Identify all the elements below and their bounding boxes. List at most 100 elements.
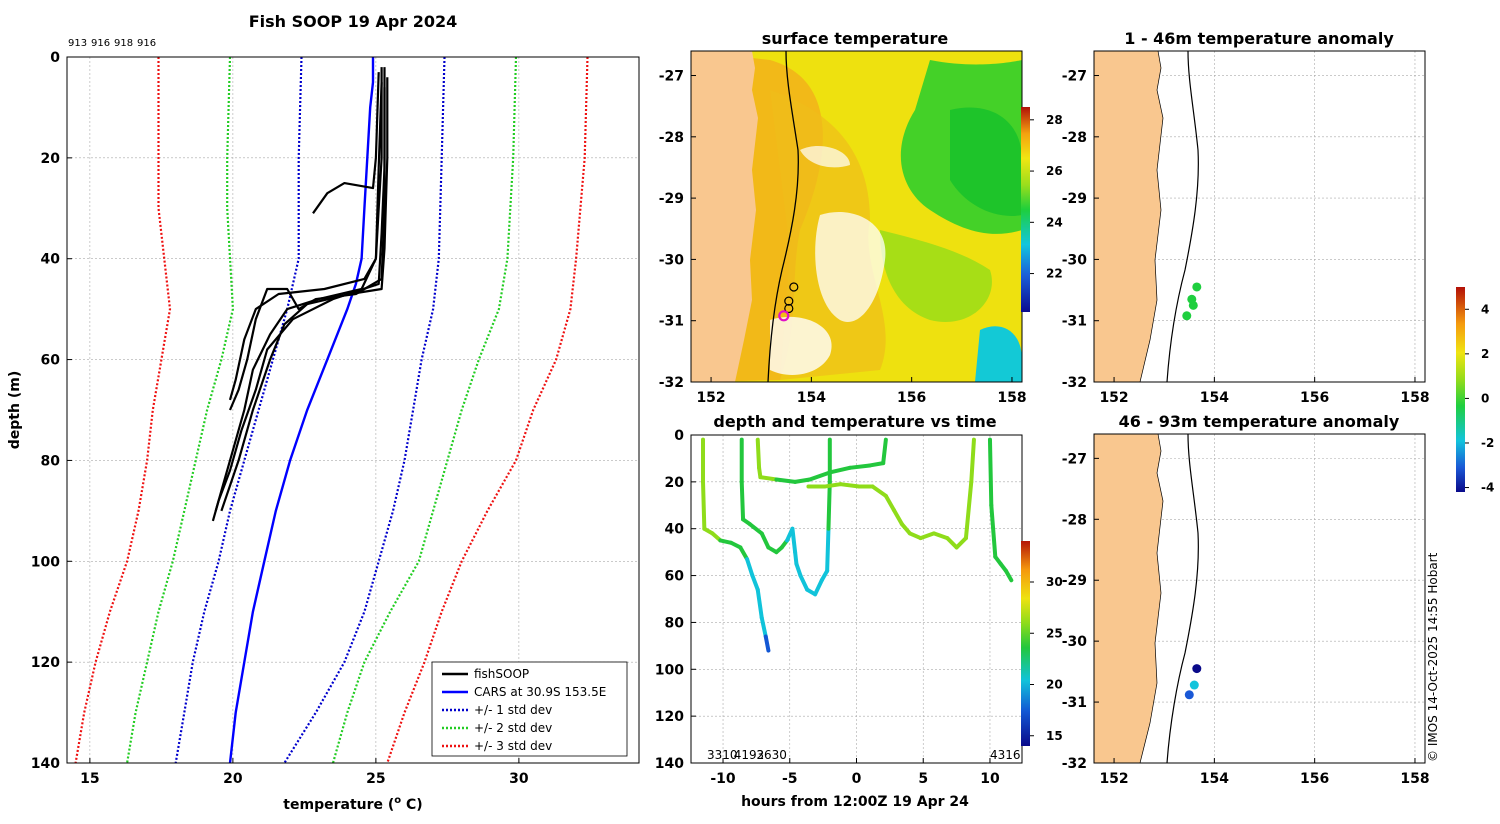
sst-current-station-marker <box>778 310 790 322</box>
sst-ytick-label: -32 <box>659 375 684 391</box>
anomaly-shallow-isobath <box>1166 51 1199 382</box>
depth-time-track-segment <box>931 531 950 541</box>
anomaly-shallow-ytick-label: -30 <box>1062 252 1088 268</box>
depth-time-track-segment <box>838 482 862 489</box>
depth-time-xtick-label: 5 <box>918 771 928 787</box>
sst-cloud-region <box>770 316 832 375</box>
profile-xtick-label: 15 <box>80 771 99 787</box>
depth-time-track-segment <box>794 561 803 578</box>
depth-time-xtick-label: -10 <box>710 771 736 787</box>
anomaly-shallow-xtick-label: 158 <box>1400 390 1429 406</box>
sst-colorbar-label: 28 <box>1046 113 1063 127</box>
depth-time-track-segment <box>822 482 843 489</box>
anomaly-deep-ytick-label: -28 <box>1062 512 1087 528</box>
sst-station-marker <box>784 303 794 314</box>
depth-time-track-segment <box>813 578 824 597</box>
profile-series-line <box>126 57 235 763</box>
legend-label: +/- 2 std dev <box>474 721 552 735</box>
depth-time-ytick-label: 60 <box>665 569 685 585</box>
sst-land <box>691 51 758 382</box>
profile-xtick-label: 20 <box>223 771 243 787</box>
profile-ytick-label: 60 <box>41 353 61 369</box>
anomaly-deep-ytick-label: -27 <box>1062 451 1087 467</box>
profile-series-line <box>174 57 303 763</box>
sst-xtick-label: 152 <box>696 390 725 406</box>
anomaly-shallow-point <box>1182 311 1192 321</box>
depth-time-ytick-label: 0 <box>674 428 684 444</box>
anomaly-shallow-ytick-label: -32 <box>1062 375 1087 391</box>
fishsoop-profile-line <box>220 77 389 512</box>
sst-ytick-label: -31 <box>659 314 684 330</box>
anomaly-deep-point <box>1192 664 1202 674</box>
anomaly-colorbar-label: 4 <box>1481 302 1489 316</box>
depth-time-track-segment <box>755 437 762 470</box>
depth-time-xlabel: hours from 12:00Z 19 Apr 24 <box>741 794 969 810</box>
profile-ytick-label: 140 <box>31 756 60 772</box>
depth-time-track-segment <box>755 587 764 620</box>
depth-time-track-segment <box>747 522 764 536</box>
depth-time-track-segment <box>847 463 872 470</box>
anomaly-shallow-ytick-label: -28 <box>1062 130 1087 146</box>
depth-time-track-segment <box>774 477 798 484</box>
depth-time-track-segment <box>870 484 888 498</box>
sst-station-marker <box>784 296 794 306</box>
profile-frame <box>66 56 640 764</box>
anomaly-deep-point <box>1189 680 1199 690</box>
depth-time-track-segment <box>881 437 888 466</box>
depth-time-track-segment <box>826 479 832 531</box>
anomaly-shallow-ytick-label: -27 <box>1062 69 1087 85</box>
sst-colorbar-label: 22 <box>1046 267 1063 281</box>
anomaly-deep-xtick-label: 154 <box>1200 771 1229 787</box>
depth-time-ytick-label: 120 <box>655 709 684 725</box>
profile-series-line <box>74 57 172 763</box>
sst-panel: surface temperature 152 154 156 158 -27 -28 -2… <box>659 29 1063 406</box>
depth-time-colorbar-label: 25 <box>1046 626 1063 640</box>
profile-ylabel: depth (m) <box>7 371 23 449</box>
profile-xtick-label: 25 <box>366 771 385 787</box>
anomaly-deep-land <box>1094 434 1164 763</box>
depth-time-colorbar <box>1021 541 1030 746</box>
fishsoop-profile-line <box>211 67 386 522</box>
depth-time-bottom-label: 4192 <box>734 748 765 762</box>
anomaly-deep-title: 46 - 93m temperature anomaly <box>1119 412 1400 431</box>
anomaly-shallow-panel: 1 - 46m temperature anomaly 152 154 156 158… <box>1062 29 1430 406</box>
depth-time-ytick-label: 100 <box>655 662 684 678</box>
depth-time-track-segment <box>963 479 974 541</box>
depth-time-ytick-label: 40 <box>665 522 685 538</box>
anomaly-shallow-ticks: 152 154 156 158 -27 -28 -29 -30 -31 -32 <box>1062 69 1430 406</box>
sst-isobath <box>767 51 799 382</box>
profile-series-line <box>228 57 375 763</box>
anomaly-deep-xtick-label: 156 <box>1300 771 1329 787</box>
fishsoop-profile-line <box>228 87 386 411</box>
sst-colorbar-label: 24 <box>1046 215 1063 229</box>
anomaly-shallow-ytick-label: -29 <box>1062 191 1087 207</box>
depth-time-track-segment <box>798 573 810 592</box>
legend-items: fishSOOP CARS at 30.9S 153.5E +/- 1 std de… <box>442 667 606 753</box>
anomaly-shallow-xtick-label: 152 <box>1099 390 1128 406</box>
sst-xtick-label: 154 <box>797 390 826 406</box>
depth-time-xtick-label: 0 <box>852 771 862 787</box>
fishsoop-profile-line <box>312 72 380 214</box>
profile-series-line <box>283 57 446 763</box>
depth-time-track-segment <box>738 545 750 562</box>
depth-time-track-segment <box>891 507 904 527</box>
profile-xlabel: temperature (o C) <box>283 795 422 813</box>
depth-time-track-segment <box>883 493 896 512</box>
depth-time-title: depth and temperature vs time <box>713 412 996 431</box>
profile-ytick-label: 20 <box>41 151 61 167</box>
anomaly-deep-xtick-label: 158 <box>1400 771 1429 787</box>
profile-ytick-label: 0 <box>50 50 60 66</box>
depth-time-colorbar-label: 20 <box>1046 678 1063 692</box>
depth-time-track-segment <box>807 470 832 482</box>
profile-series <box>74 57 589 763</box>
depth-time-track-segment <box>987 437 994 508</box>
anomaly-deep-xtick-label: 152 <box>1099 771 1128 787</box>
anomaly-shallow-xtick-label: 154 <box>1200 390 1229 406</box>
sst-xtick-label: 158 <box>997 390 1026 406</box>
depth-time-ytick-label: 20 <box>665 475 685 491</box>
sst-xtick-label: 156 <box>897 390 926 406</box>
anomaly-shallow-point <box>1188 300 1198 310</box>
